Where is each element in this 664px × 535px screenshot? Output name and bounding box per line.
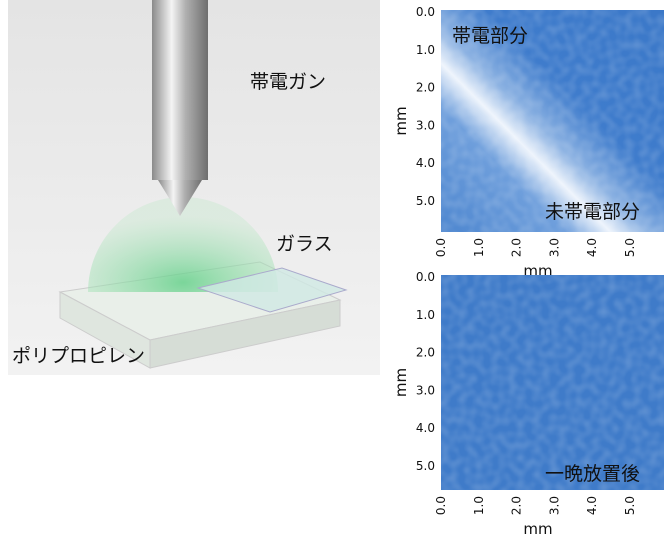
glass [196, 267, 348, 313]
gun-barrel [152, 0, 208, 180]
gun-label: 帯電ガン [250, 71, 326, 93]
spray-dome [88, 197, 278, 292]
x-tick-label: 1.0 [472, 496, 486, 515]
annotation: 帯電部分 [452, 25, 528, 47]
x-tick-label: 2.0 [510, 238, 524, 257]
y-tick-label: 2.0 [416, 346, 435, 360]
y-axis-label: mm [392, 106, 410, 135]
annotation: 未帯電部分 [545, 201, 640, 223]
glass-label: ガラス [276, 233, 333, 255]
y-tick-label: 1.0 [416, 308, 435, 322]
x-tick-label: 3.0 [547, 238, 561, 257]
y-tick-label: 1.0 [416, 43, 435, 57]
x-tick-label: 4.0 [585, 238, 599, 257]
substrate-front [149, 299, 341, 369]
y-tick-label: 4.0 [416, 421, 435, 435]
x-tick-label: 4.0 [585, 496, 599, 515]
x-tick-label: 1.0 [472, 238, 486, 257]
y-tick-label: 3.0 [416, 383, 435, 397]
heatmap-texture [441, 275, 664, 490]
heatmap-texture [441, 10, 664, 232]
y-axis-label: mm [392, 368, 410, 397]
y-tick-label: 5.0 [416, 194, 435, 208]
y-tick-label: 5.0 [416, 459, 435, 473]
y-tick-label: 2.0 [416, 81, 435, 95]
annotation: 一晩放置後 [545, 463, 640, 485]
y-tick-label: 0.0 [416, 5, 435, 19]
gun-tip [158, 180, 202, 216]
y-tick-label: 3.0 [416, 118, 435, 132]
illustration: 帯電ガン ガラス ポリプロピレン [8, 0, 380, 375]
substrate-label: ポリプロピレン [12, 345, 145, 367]
x-tick-label: 3.0 [547, 496, 561, 515]
x-axis-label: mm [523, 520, 552, 535]
x-tick-label: 5.0 [623, 238, 637, 257]
y-tick-label: 0.0 [416, 270, 435, 284]
x-tick-label: 5.0 [623, 496, 637, 515]
x-tick-label: 0.0 [434, 496, 448, 515]
y-tick-label: 4.0 [416, 156, 435, 170]
x-tick-label: 0.0 [434, 238, 448, 257]
x-tick-label: 2.0 [510, 496, 524, 515]
